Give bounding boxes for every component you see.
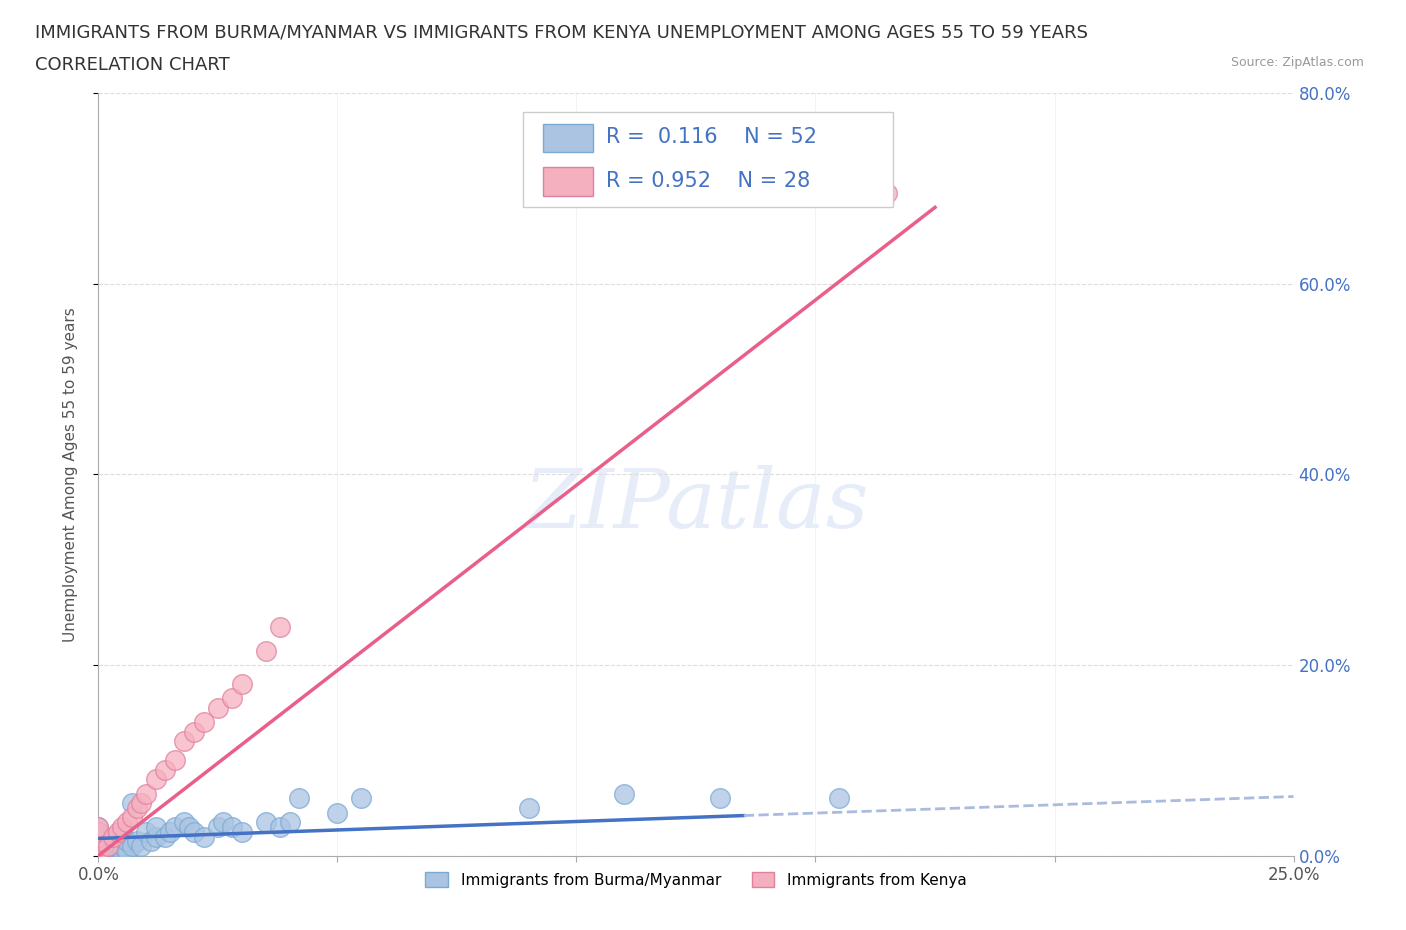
Point [173,734,195,749]
Legend: Immigrants from Burma/Myanmar, Immigrants from Kenya: Immigrants from Burma/Myanmar, Immigrant… [419,866,973,894]
Point [131,839,153,854]
Point [101,834,124,849]
Point [155,830,177,844]
Point [87,819,110,834]
Point [87,848,110,863]
Point [121,796,143,811]
Text: ZIPatlas: ZIPatlas [523,465,869,545]
Point [87,834,110,849]
Point [350,790,373,805]
Point [87,844,110,858]
Point [269,819,291,834]
Point [173,815,195,830]
Point [87,848,110,863]
Point [828,790,851,805]
Point [107,830,129,844]
Point [111,824,134,839]
Point [254,815,277,830]
Point [155,763,177,777]
Point [145,772,167,787]
Point [709,790,731,805]
Point [111,844,134,858]
Point [107,839,129,854]
Point [876,186,898,201]
Point [87,830,110,844]
Point [517,801,540,816]
Text: Source: ZipAtlas.com: Source: ZipAtlas.com [1230,56,1364,69]
Point [135,824,157,839]
Point [115,815,138,830]
Text: CORRELATION CHART: CORRELATION CHART [35,56,231,73]
Point [87,824,110,839]
Point [139,834,162,849]
Point [107,824,129,839]
Point [111,839,134,854]
Point [613,786,636,801]
Point [101,839,124,854]
Point [193,714,215,729]
Point [231,677,253,692]
Point [135,786,157,801]
Point [278,815,301,830]
Point [159,824,181,839]
Point [97,839,120,854]
Point [121,839,143,854]
Text: R = 0.952    N = 28: R = 0.952 N = 28 [606,171,811,191]
Point [221,691,243,706]
Point [125,834,148,849]
FancyBboxPatch shape [523,113,893,207]
Point [87,839,110,854]
Point [163,753,186,768]
Point [326,805,349,820]
Point [163,819,186,834]
Point [145,830,167,844]
Text: IMMIGRANTS FROM BURMA/MYANMAR VS IMMIGRANTS FROM KENYA UNEMPLOYMENT AMONG AGES 5: IMMIGRANTS FROM BURMA/MYANMAR VS IMMIGRA… [35,23,1088,41]
FancyBboxPatch shape [543,124,593,153]
Point [87,834,110,849]
Point [145,819,167,834]
FancyBboxPatch shape [543,167,593,196]
Point [87,830,110,844]
Point [121,810,143,825]
Point [231,824,253,839]
Point [115,834,138,849]
Point [97,839,120,854]
Point [87,841,110,856]
Point [183,724,205,739]
Point [87,844,110,858]
Point [87,839,110,854]
Point [183,824,205,839]
Point [131,796,153,811]
Point [101,830,124,844]
Point [115,844,138,858]
Point [193,830,215,844]
Point [288,790,311,805]
Point [269,619,291,634]
Point [125,801,148,816]
Point [207,819,229,834]
Y-axis label: Unemployment Among Ages 55 to 59 years: Unemployment Among Ages 55 to 59 years [63,307,77,642]
Point [207,700,229,715]
Point [254,644,277,658]
Point [87,839,110,854]
Point [97,844,120,858]
Point [87,819,110,834]
Point [211,815,233,830]
Point [87,848,110,863]
Point [87,824,110,839]
Point [87,848,110,863]
Point [221,819,243,834]
Text: R =  0.116    N = 52: R = 0.116 N = 52 [606,127,817,147]
Point [111,819,134,834]
Point [87,844,110,858]
Point [179,819,201,834]
